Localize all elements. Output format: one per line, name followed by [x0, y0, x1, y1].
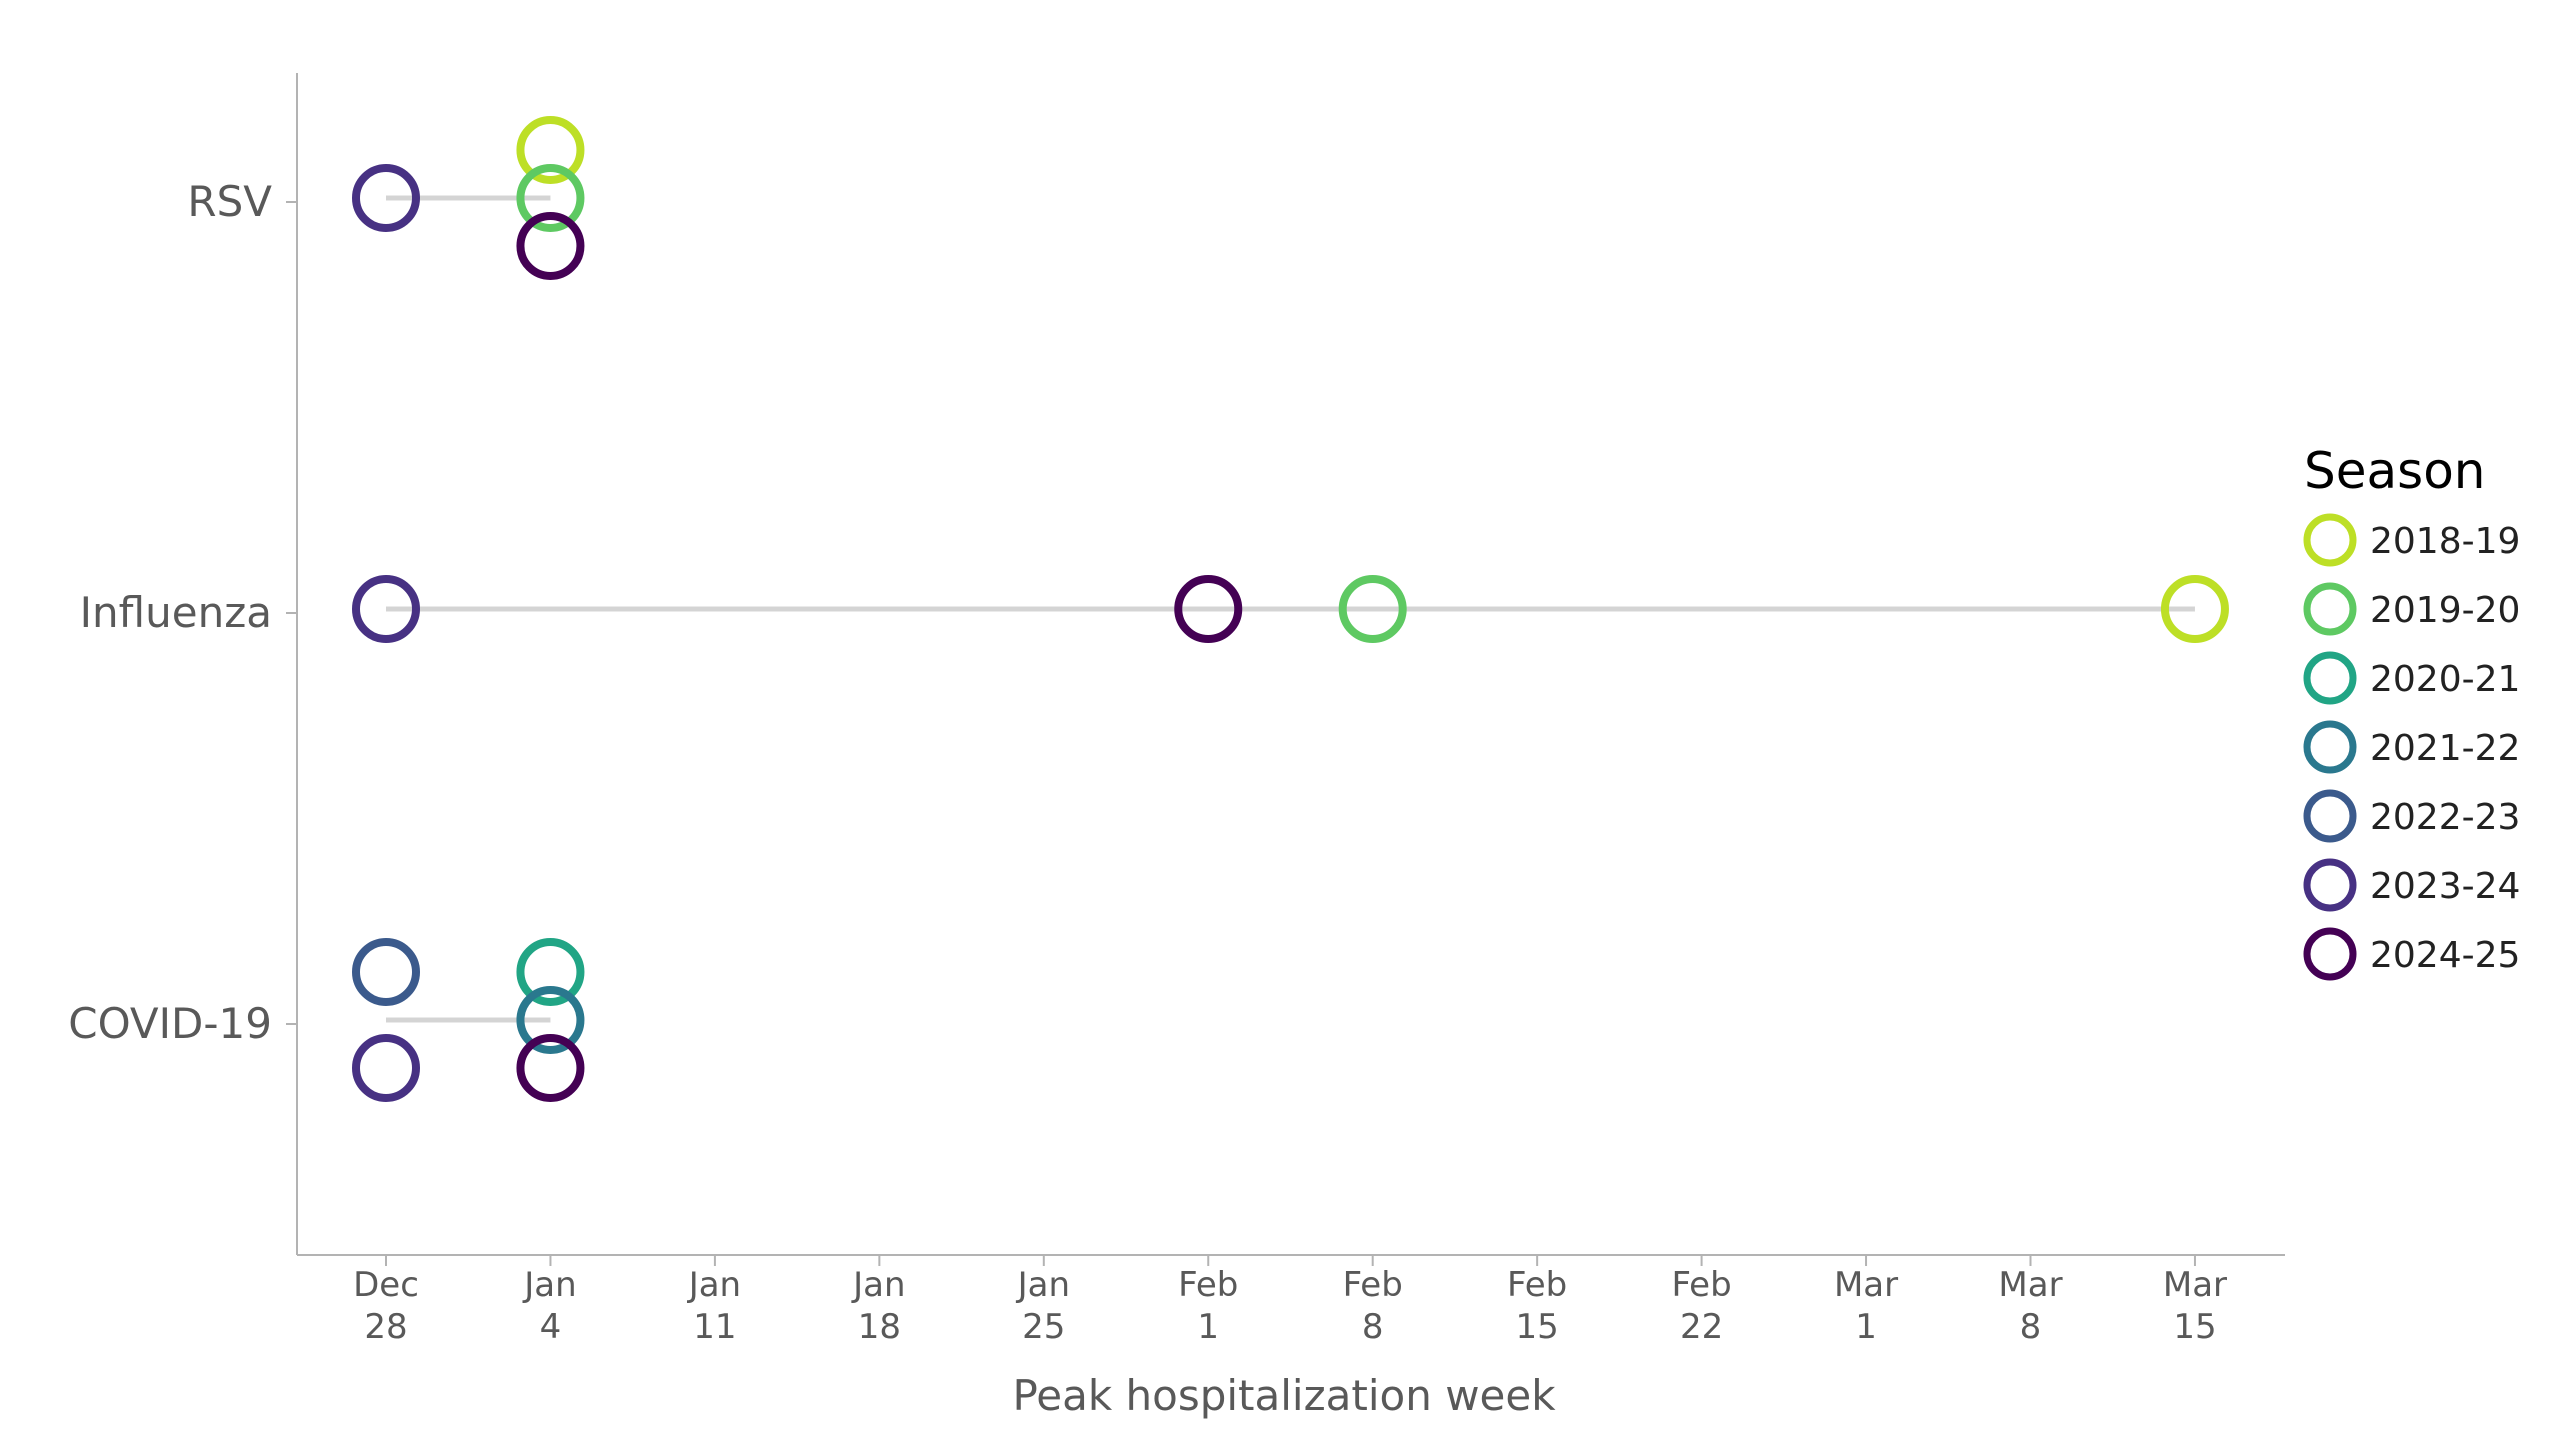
- range-lines: [386, 195, 2195, 1023]
- legend-label: 2018-19: [2370, 521, 2520, 562]
- legend: Season 2018-19 2019-20 2020-21 2021-22 2022-…: [2303, 442, 2520, 981]
- point-covid-19-2022-23: [352, 938, 420, 1006]
- x-tick-label-month: Dec: [353, 1265, 419, 1305]
- point-rsv-2018-19: [516, 116, 585, 184]
- data-points: [352, 116, 2229, 1102]
- legend-swatch-2021-22: [2303, 720, 2357, 774]
- legend-swatch-2020-21: [2303, 651, 2357, 705]
- legend-title: Season: [2304, 442, 2485, 500]
- point-rsv-2024-25: [516, 212, 585, 280]
- x-tick-label-month: Jan: [851, 1265, 905, 1305]
- x-tick-label-month: Feb: [1507, 1265, 1567, 1305]
- x-tick-label-month: Mar: [2163, 1265, 2227, 1305]
- x-tick-label-month: Mar: [1834, 1265, 1898, 1305]
- x-tick-label-day: 1: [1197, 1307, 1219, 1347]
- point-rsv-2023-24: [352, 164, 420, 232]
- x-tick-label-month: Jan: [1016, 1265, 1070, 1305]
- legend-swatch-2018-19: [2303, 513, 2357, 567]
- x-tick-label-day: 15: [2173, 1307, 2216, 1347]
- point-covid-19-2024-25: [516, 1034, 585, 1102]
- y-tick-label: RSV: [187, 177, 272, 226]
- point-influenza-2023-24: [352, 575, 420, 643]
- point-influenza-2024-25: [1174, 575, 1243, 643]
- x-tick-label-day: 8: [2020, 1307, 2042, 1347]
- x-tick-label-day: 28: [364, 1307, 407, 1347]
- x-tick-label-day: 8: [1362, 1307, 1384, 1347]
- point-influenza-2018-19: [2160, 575, 2229, 643]
- legend-label: 2024-25: [2370, 935, 2520, 976]
- y-tick-label: COVID-19: [68, 999, 272, 1048]
- point-influenza-2019-20: [1338, 575, 1407, 643]
- y-tick-label: Influenza: [80, 588, 272, 637]
- x-tick-label-day: 1: [1855, 1307, 1877, 1347]
- x-tick-label-day: 4: [540, 1307, 562, 1347]
- legend-label: 2019-20: [2370, 590, 2520, 631]
- point-covid-19-2021-22: [516, 986, 585, 1054]
- x-tick-label-month: Mar: [1998, 1265, 2062, 1305]
- legend-label: 2020-21: [2370, 659, 2520, 700]
- x-tick-label-day: 18: [858, 1307, 901, 1347]
- legend-swatch-2022-23: [2303, 789, 2357, 843]
- x-tick-label-month: Feb: [1178, 1265, 1238, 1305]
- x-tick-label-day: 25: [1022, 1307, 1065, 1347]
- x-tick-label-day: 15: [1516, 1307, 1559, 1347]
- legend-label: 2022-23: [2370, 797, 2520, 838]
- y-axis-ticks: RSV Influenza COVID-19: [68, 177, 297, 1048]
- legend-swatch-2023-24: [2303, 858, 2357, 912]
- x-tick-label-month: Feb: [1343, 1265, 1403, 1305]
- x-tick-label-month: Feb: [1671, 1265, 1731, 1305]
- legend-swatch-2024-25: [2303, 927, 2357, 981]
- point-rsv-2019-20: [516, 164, 585, 232]
- x-tick-label-day: 11: [693, 1307, 736, 1347]
- x-tick-label-month: Jan: [522, 1265, 576, 1305]
- axes: [296, 73, 2285, 1256]
- legend-swatch-2019-20: [2303, 582, 2357, 636]
- x-axis-label: Peak hospitalization week: [1012, 1371, 1556, 1420]
- x-tick-label-day: 22: [1680, 1307, 1723, 1347]
- x-tick-label-month: Jan: [687, 1265, 741, 1305]
- legend-label: 2023-24: [2370, 866, 2520, 907]
- legend-label: 2021-22: [2370, 728, 2520, 769]
- point-covid-19-2023-24: [352, 1034, 420, 1102]
- x-axis-ticks: Dec28Jan4Jan11Jan18Jan25Feb1Feb8Feb15Feb…: [353, 1255, 2227, 1347]
- point-covid-19-2020-21: [516, 938, 585, 1006]
